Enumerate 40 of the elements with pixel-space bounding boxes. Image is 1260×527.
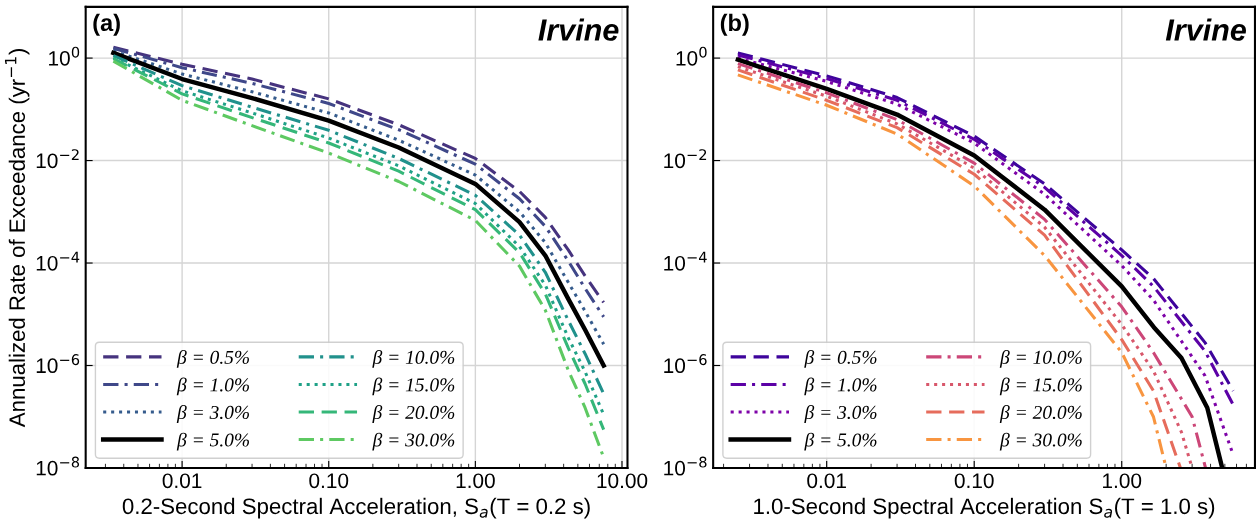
- x-tick-label: 0.10: [954, 473, 994, 489]
- x-axis-title: 0.2-Second Spectral Acceleration, S$_{a}$(T = 0.2 s): [122, 497, 590, 519]
- x-axis-title: 1.0-Second Spectral Acceleration S$_{a}$(T = 1.0 s): [754, 497, 1215, 519]
- x-tick-label: 10.00: [597, 473, 648, 489]
- legend-label: β = 5.0%: [176, 432, 249, 451]
- legend-label: β = 0.5%: [804, 349, 877, 368]
- annotation: Irvine: [1165, 18, 1246, 41]
- legend-label: β = 5.0%: [804, 432, 877, 451]
- y-tick-label: 10$^{−2}$: [664, 149, 707, 169]
- legend-label: β = 3.0%: [804, 405, 877, 423]
- x-tick-label: 1.00: [456, 473, 495, 489]
- y-tick-label: 10$^{−6}$: [36, 354, 80, 374]
- legend-label: β = 20.0%: [372, 405, 455, 423]
- annotation: (b): [720, 13, 749, 36]
- legend-label: β = 3.0%: [176, 405, 249, 423]
- y-tick-label: 10$^{0}$: [49, 46, 80, 66]
- annotation: Irvine: [538, 18, 619, 41]
- legend-label: β = 30.0%: [999, 432, 1082, 451]
- y-tick-label: 10$^{−6}$: [664, 354, 707, 374]
- x-tick-label: 0.01: [162, 473, 202, 489]
- y-tick-label: 10$^{−4}$: [36, 251, 80, 271]
- legend-label: β = 1.0%: [176, 377, 249, 396]
- legend-label: β = 1.0%: [804, 377, 877, 396]
- annotation: (a): [93, 13, 120, 36]
- legend-label: β = 10.0%: [372, 349, 455, 368]
- legend-label: β = 15.0%: [999, 377, 1082, 396]
- y-tick-label: 10$^{−8}$: [664, 456, 707, 476]
- y-tick-label: 10$^{−4}$: [664, 251, 707, 271]
- y-tick-label: 10$^{−8}$: [36, 456, 80, 476]
- y-axis-title: Annualized Rate of Exceedance (yr$^{−1}$): [4, 49, 30, 428]
- x-tick-label: 0.01: [807, 473, 846, 489]
- legend-label: β = 20.0%: [999, 405, 1082, 423]
- legend-label: β = 0.5%: [176, 349, 249, 368]
- x-tick-label: 0.10: [309, 473, 349, 489]
- legend-label: β = 30.0%: [372, 432, 455, 451]
- y-tick-label: 10$^{−2}$: [36, 149, 79, 169]
- y-tick-label: 10$^{0}$: [676, 46, 707, 66]
- legend-label: β = 15.0%: [372, 377, 455, 396]
- x-tick-label: 1.00: [1103, 473, 1142, 489]
- legend-label: β = 10.0%: [999, 349, 1082, 368]
